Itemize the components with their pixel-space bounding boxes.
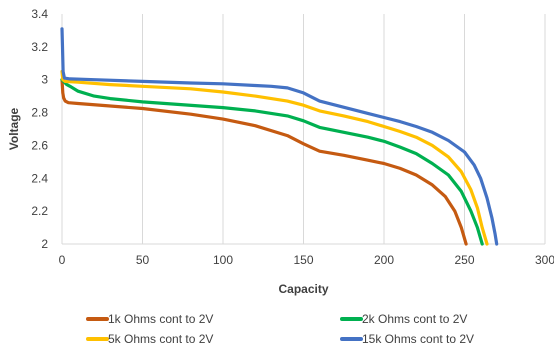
- legend-label: 2k Ohms cont to 2V: [362, 312, 467, 326]
- x-tick-label: 0: [59, 253, 66, 267]
- x-axis-title: Capacity: [278, 282, 328, 296]
- x-tick-label: 250: [454, 253, 474, 267]
- y-tick-label: 2.8: [31, 106, 48, 120]
- legend-label: 15k Ohms cont to 2V: [362, 332, 474, 346]
- series-line-4: [60, 27, 499, 246]
- y-tick-label: 3.4: [31, 7, 48, 21]
- legend-label: 5k Ohms cont to 2V: [108, 332, 213, 346]
- y-tick-label: 3: [41, 73, 48, 87]
- legend-item-4: 15k Ohms cont to 2V: [340, 332, 474, 346]
- x-tick-label: 300: [535, 253, 554, 267]
- y-tick-label: 2: [41, 237, 48, 251]
- legend-item-1: 1k Ohms cont to 2V: [86, 312, 213, 326]
- y-tick-label: 3.2: [31, 40, 48, 54]
- legend: 1k Ohms cont to 2V 2k Ohms cont to 2V 5k O…: [86, 312, 474, 346]
- grid: [142, 14, 546, 244]
- y-tick-label: 2.6: [31, 138, 48, 152]
- legend-label: 1k Ohms cont to 2V: [108, 312, 213, 326]
- series-line-3: [60, 69, 489, 246]
- series-line-2: [60, 78, 484, 246]
- x-tick-label: 200: [374, 253, 394, 267]
- x-tick-label: 150: [293, 253, 313, 267]
- y-tick-label: 2.2: [31, 204, 48, 218]
- axes: 0 50 100 150 200 250 300 2 2.2 2.4 2.6 2.8 3 3.2 3.4 Ca…: [7, 7, 554, 296]
- series-line-1: [60, 78, 468, 246]
- series-group: [60, 27, 499, 246]
- x-tick-label: 100: [213, 253, 233, 267]
- y-axis-title: Voltage: [7, 107, 21, 150]
- legend-item-3: 5k Ohms cont to 2V: [86, 332, 213, 346]
- x-tick-label: 50: [136, 253, 150, 267]
- y-tick-label: 2.4: [31, 171, 48, 185]
- legend-item-2: 2k Ohms cont to 2V: [340, 312, 467, 326]
